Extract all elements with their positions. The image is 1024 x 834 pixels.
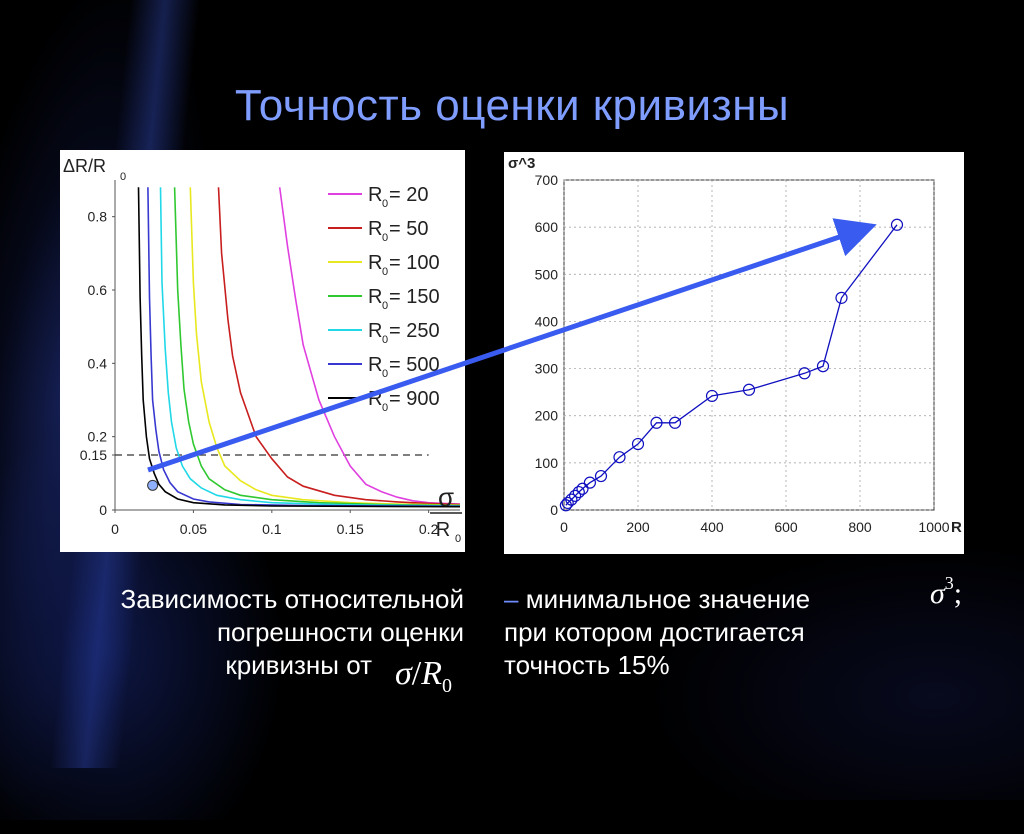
x-tick-label: 1000 [918,519,949,535]
y-tick-label: 0.2 [88,429,108,445]
x-tick-label: 0.1 [262,521,282,537]
legend-label-subscript: 0 [382,334,388,346]
formula-sigma3-symbol: σ [930,577,945,610]
legend-label-subscript: 0 [382,402,388,414]
y-tick-label: 400 [535,313,559,329]
x-axis-label-sigma: σ [438,482,454,512]
legend-label-prefix: R [368,388,382,410]
legend-label-value: = 100 [389,252,440,274]
y-tick-label: 0 [550,502,558,518]
sigma-cube-line [565,224,898,506]
x-tick-label: 0.15 [337,521,364,537]
left-caption-line3: кривизны от [225,650,372,680]
formula-subscript: 0 [442,675,453,697]
y-tick-label: 0.8 [88,209,108,225]
legend-label-prefix: R [368,286,382,308]
y-axis-label: ΔR/R [63,156,106,176]
legend-label-subscript: 0 [382,198,388,210]
data-point-marker [565,493,578,506]
right-caption-line3: точность 15% [504,650,670,680]
legend-label-subscript: 0 [382,232,388,244]
data-point-marker [561,496,574,510]
legend-label-value: = 900 [389,388,440,410]
y-tick-label: 700 [535,172,559,188]
y-tick-label: 100 [535,455,559,471]
data-point-marker [583,476,597,489]
formula-slash: / [411,655,422,692]
formula-semicolon: ; [953,577,963,610]
x-tick-label: 800 [848,519,872,535]
left-caption: Зависимость относительной погрешности оц… [10,583,464,682]
sigma-cube-chart-svg: σ^3 0 100 200 300 400 500 600 700 0 200 400 600 800 10… [508,155,962,536]
y-tick-label: 0.4 [88,355,108,371]
y-tick-label: 300 [535,361,559,377]
left-caption-line2: погрешности оценки [216,617,464,647]
right-caption: – минимальное значение при котором дости… [504,583,954,682]
legend-label-value: = 500 [389,354,440,376]
y-axis-label-subscript: 0 [120,171,126,183]
plot-frame [563,179,935,511]
y-tick-label: 600 [535,219,559,235]
sigma-cube-chart: σ^3 0 100 200 300 400 500 600 700 0 200 400 600 800 10… [504,152,964,554]
y-tick-label: 200 [535,408,559,424]
legend-label-value: = 50 [389,218,428,240]
legend-label-prefix: R [368,354,382,376]
y-tick-label: 0.6 [88,282,108,298]
left-caption-line1: Зависимость относительной [120,584,464,614]
x-tick-label: 400 [700,519,724,535]
right-caption-line1: минимальное значение [525,584,811,614]
legend-label-subscript: 0 [382,300,388,312]
legend-label-prefix: R [368,252,382,274]
x-tick-label: 0 [111,521,119,537]
slide-title: Точность оценки кривизны [234,81,790,131]
data-point-marker [572,485,585,499]
x-axis-label: R [951,519,962,536]
series-line-r0900 [137,187,461,508]
formula-r: R [421,655,443,692]
data-point-marker [890,218,904,231]
data-point-marker [568,489,582,502]
highlight-point [147,479,159,491]
x-axis-label-r-subscript: 0 [455,533,461,545]
formula-superscript: 3 [944,573,954,593]
legend-label-prefix: R [368,218,382,240]
y-axis-label: σ^3 [508,155,535,172]
legend-label-subscript: 0 [382,368,388,380]
x-axis-label-r: R [436,519,450,541]
legend-label-prefix: R [368,320,382,342]
legend-label-subscript: 0 [382,266,388,278]
y-tick-label: 0 [99,502,107,518]
right-caption-line2: при котором достигается [504,617,805,647]
caption-dash: – [504,584,519,614]
sigma-over-r0-formula: σ/R0 [395,655,452,697]
formula-sigma: σ [395,655,412,692]
y-tick-label: 500 [535,266,559,282]
x-tick-label: 0 [560,519,568,535]
legend-label-value: = 20 [389,184,428,206]
legend-label-value: = 250 [389,320,440,342]
x-tick-label: 0.2 [419,521,439,537]
legend-label-prefix: R [368,184,382,206]
x-tick-label: 0.05 [180,521,207,537]
sigma-cubed-formula: σ3; [930,573,963,611]
relative-error-chart: ΔR/R 0 0 0.15 0.2 0.4 0.6 0.8 0 0.05 0.1 0.15 0.2 R 0 =… [60,150,465,552]
legend-label-value: = 150 [389,286,440,308]
y-tick-label: 0.15 [80,447,107,463]
data-point-marker [576,482,589,495]
x-tick-label: 600 [774,519,798,535]
x-tick-label: 200 [626,519,650,535]
